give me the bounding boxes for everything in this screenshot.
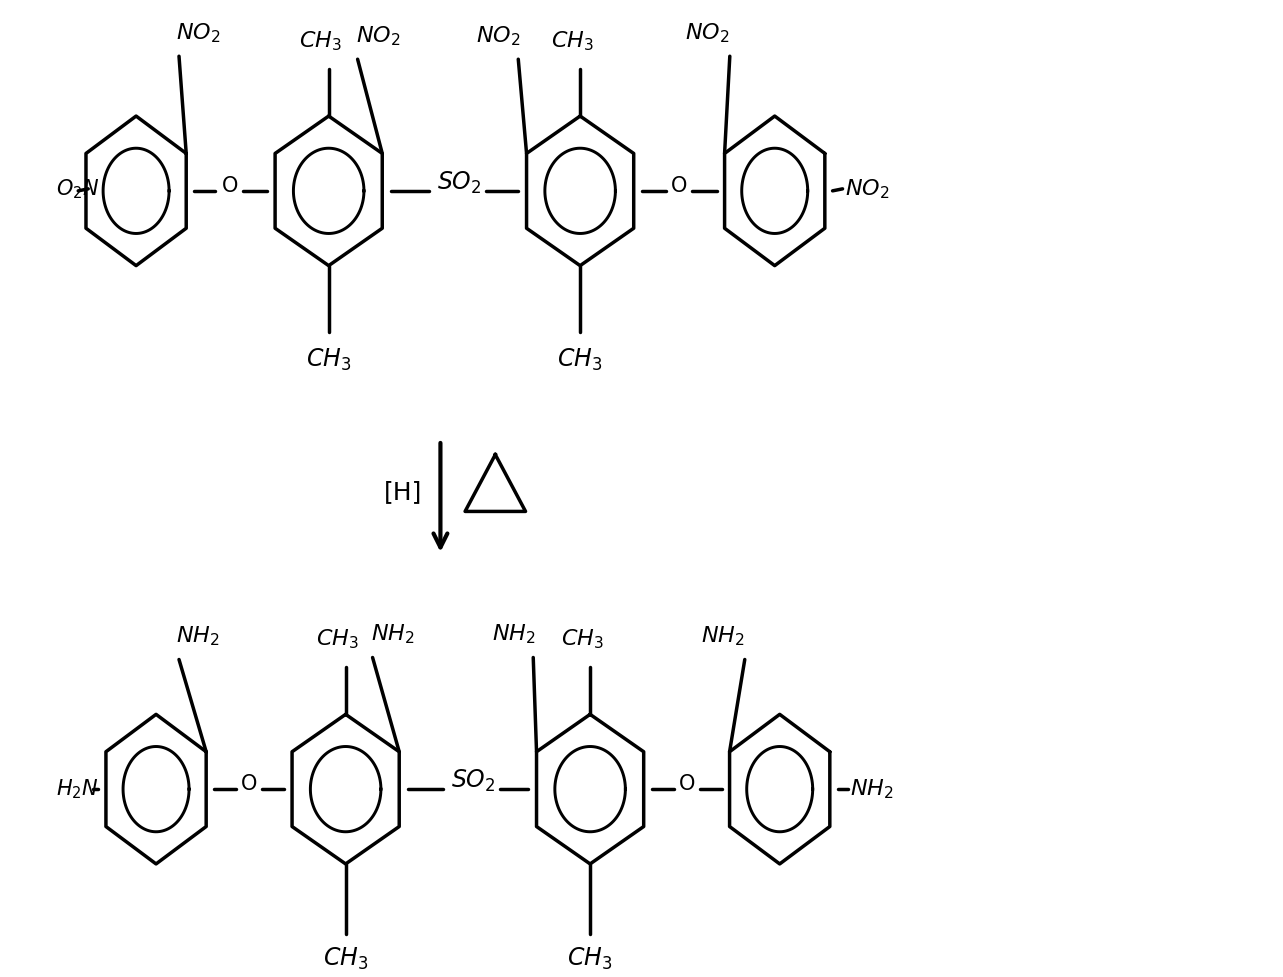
Text: $NO_2$: $NO_2$ (685, 21, 730, 45)
Text: $SO_2$: $SO_2$ (450, 768, 495, 794)
Text: $NH_2$: $NH_2$ (849, 778, 893, 801)
Text: O: O (222, 176, 239, 195)
Text: [H]: [H] (384, 481, 422, 504)
Text: $CH_3$: $CH_3$ (317, 628, 359, 652)
Text: O: O (241, 774, 257, 794)
Text: O: O (679, 774, 695, 794)
Text: $NH_2$: $NH_2$ (176, 624, 219, 649)
Text: $CH_3$: $CH_3$ (299, 29, 343, 53)
Text: $NO_2$: $NO_2$ (476, 24, 521, 48)
Text: $NO_2$: $NO_2$ (844, 177, 889, 200)
Text: $NH_2$: $NH_2$ (491, 622, 535, 647)
Text: $CH_3$: $CH_3$ (323, 946, 368, 972)
Text: $SO_2$: $SO_2$ (438, 170, 481, 196)
Text: $CH_3$: $CH_3$ (557, 347, 603, 373)
Text: $CH_3$: $CH_3$ (561, 628, 603, 652)
Text: $CH_3$: $CH_3$ (567, 946, 613, 972)
Text: $CH_3$: $CH_3$ (550, 29, 594, 53)
Text: $NH_2$: $NH_2$ (701, 624, 744, 649)
Text: $NO_2$: $NO_2$ (355, 24, 400, 48)
Text: $CH_3$: $CH_3$ (305, 347, 352, 373)
Text: $H_2N$: $H_2N$ (56, 778, 99, 801)
Text: $NH_2$: $NH_2$ (371, 622, 414, 647)
Text: $O_2N$: $O_2N$ (56, 177, 100, 200)
Text: O: O (671, 176, 688, 195)
Text: $NO_2$: $NO_2$ (176, 21, 221, 45)
